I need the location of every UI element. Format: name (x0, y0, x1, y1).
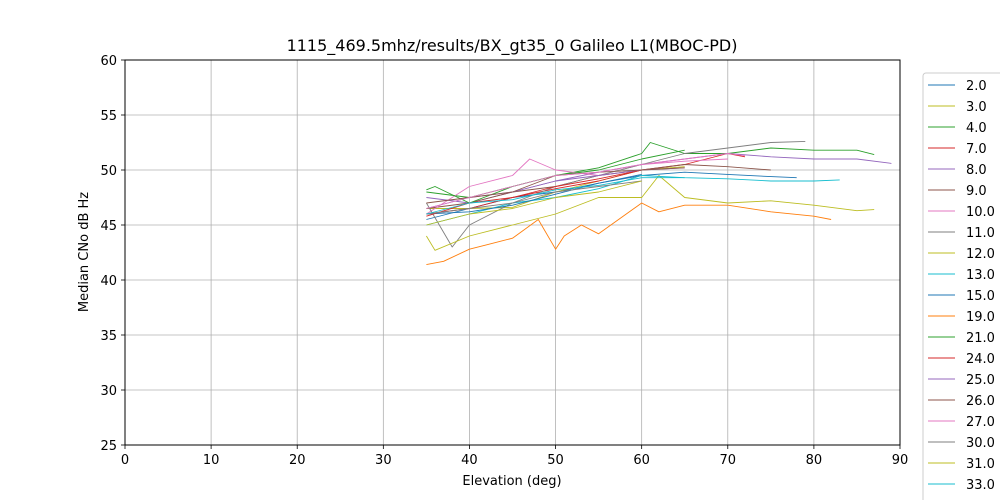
y-tick-label: 45 (100, 219, 117, 234)
y-tick-label: 55 (100, 109, 117, 124)
x-tick-label: 70 (720, 453, 737, 468)
legend-label: 3.0 (966, 100, 987, 115)
y-tick-label: 40 (100, 274, 117, 289)
plot-frame (124, 59, 901, 446)
legend-label: 21.0 (966, 331, 995, 346)
x-axis-ticks: 0 10 20 30 40 50 60 70 80 90 (121, 445, 908, 468)
legend-label: 9.0 (966, 184, 987, 199)
legend-label: 30.0 (966, 436, 995, 451)
legend-label: 10.0 (966, 205, 995, 220)
y-axis-label: Median CNo dB Hz (77, 192, 92, 312)
series-lines (426, 140, 892, 266)
legend-label: 7.0 (966, 142, 987, 157)
y-tick-label: 35 (100, 329, 117, 344)
x-tick-label: 40 (461, 453, 478, 468)
legend-label: 24.0 (966, 352, 995, 367)
x-tick-label: 90 (892, 453, 909, 468)
x-tick-label: 0 (121, 453, 129, 468)
series-line-7.0 (426, 153, 746, 215)
legend-box (922, 72, 1000, 500)
x-tick-label: 10 (203, 453, 220, 468)
series-line-30.0 (426, 180, 642, 215)
legend-label: 2.0 (966, 79, 987, 94)
y-tick-label: 60 (100, 54, 117, 69)
legend-label: 13.0 (966, 268, 995, 283)
series-line-31.0 (426, 180, 642, 226)
x-tick-label: 20 (289, 453, 306, 468)
legend-label: 4.0 (966, 121, 987, 136)
y-axis-ticks: 25 30 35 40 45 50 55 60 (100, 54, 125, 454)
legend-label: 27.0 (966, 415, 995, 430)
legend-label: 19.0 (966, 310, 995, 325)
legend-label: 31.0 (966, 457, 995, 472)
legend: 2.0 3.0 4.0 7.0 8.0 9.0 10.0 11.0 12.0 13.0 15.0 19… (922, 72, 1000, 500)
legend-label: 12.0 (966, 247, 995, 262)
grid-lines (124, 59, 901, 446)
series-line-12.0 (426, 175, 875, 251)
series-line-33.0 (426, 177, 685, 215)
series-line-8.0 (426, 153, 892, 204)
y-tick-label: 30 (100, 384, 117, 399)
series-line-27.0 (426, 158, 728, 209)
series-line-13.0 (426, 175, 840, 226)
series-line-15.0 (426, 173, 642, 215)
legend-label: 15.0 (966, 289, 995, 304)
legend-label: 11.0 (966, 226, 995, 241)
x-tick-label: 50 (547, 453, 564, 468)
chart-title: 1115_469.5mhz/results/BX_gt35_0 Galileo … (287, 36, 738, 56)
y-tick-label: 25 (100, 439, 117, 454)
x-axis-label: Elevation (deg) (462, 474, 561, 489)
y-tick-label: 50 (100, 164, 117, 179)
x-tick-label: 60 (633, 453, 650, 468)
legend-label: 33.0 (966, 478, 995, 493)
series-line-19.0 (426, 202, 832, 266)
x-tick-label: 80 (806, 453, 823, 468)
legend-label: 26.0 (966, 394, 995, 409)
legend-label: 8.0 (966, 163, 987, 178)
legend-label: 25.0 (966, 373, 995, 388)
x-tick-label: 30 (375, 453, 392, 468)
